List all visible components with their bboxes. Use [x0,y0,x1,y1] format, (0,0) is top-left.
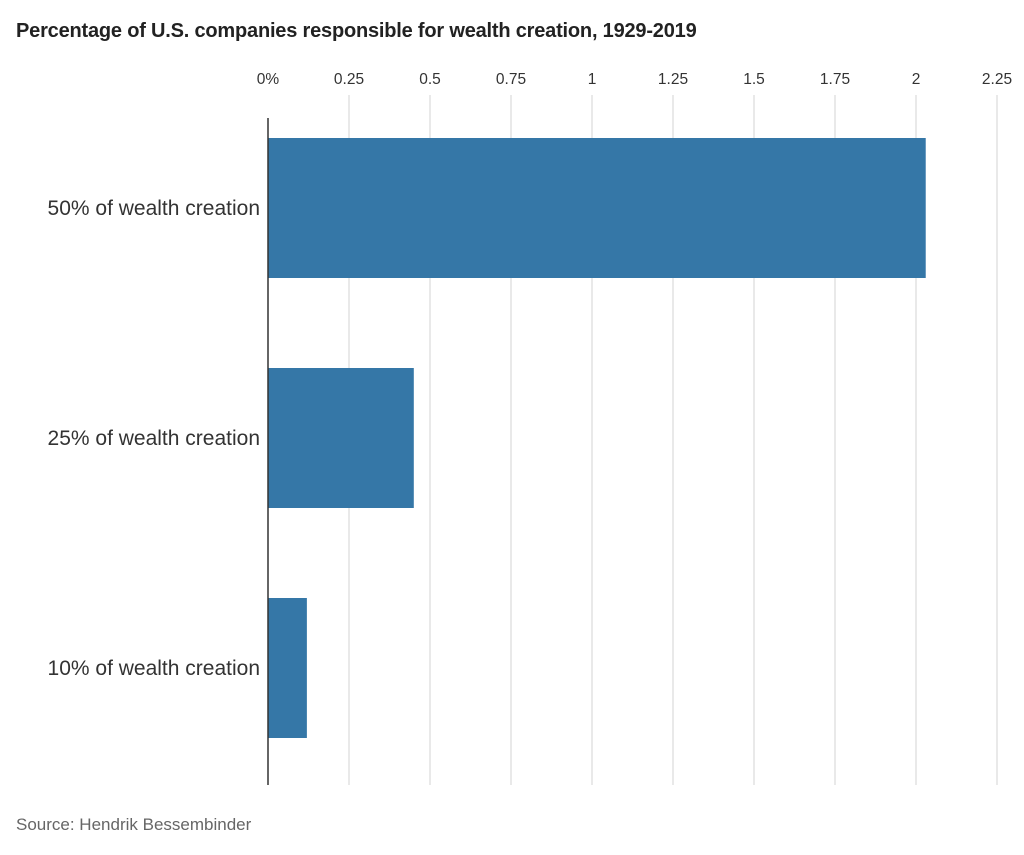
x-tick-label: 0.25 [334,71,364,88]
x-tick-label: 2 [912,71,921,88]
x-tick-label: 1.25 [658,71,688,88]
x-tick-label: 0.75 [496,71,526,88]
bar [268,368,414,508]
x-tick-label: 0% [257,71,280,88]
x-tick-label: 1 [588,71,597,88]
category-label: 50% of wealth creation [48,197,260,220]
bar [268,138,926,278]
chart-title: Percentage of U.S. companies responsible… [16,20,697,42]
category-label: 25% of wealth creation [48,427,260,450]
x-tick-label: 1.5 [743,71,765,88]
source-note: Source: Hendrik Bessembinder [16,815,252,834]
bar [268,598,307,738]
x-tick-label: 0.5 [419,71,441,88]
x-tick-label: 2.25 [982,71,1012,88]
category-label: 10% of wealth creation [48,657,260,680]
x-tick-label: 1.75 [820,71,850,88]
